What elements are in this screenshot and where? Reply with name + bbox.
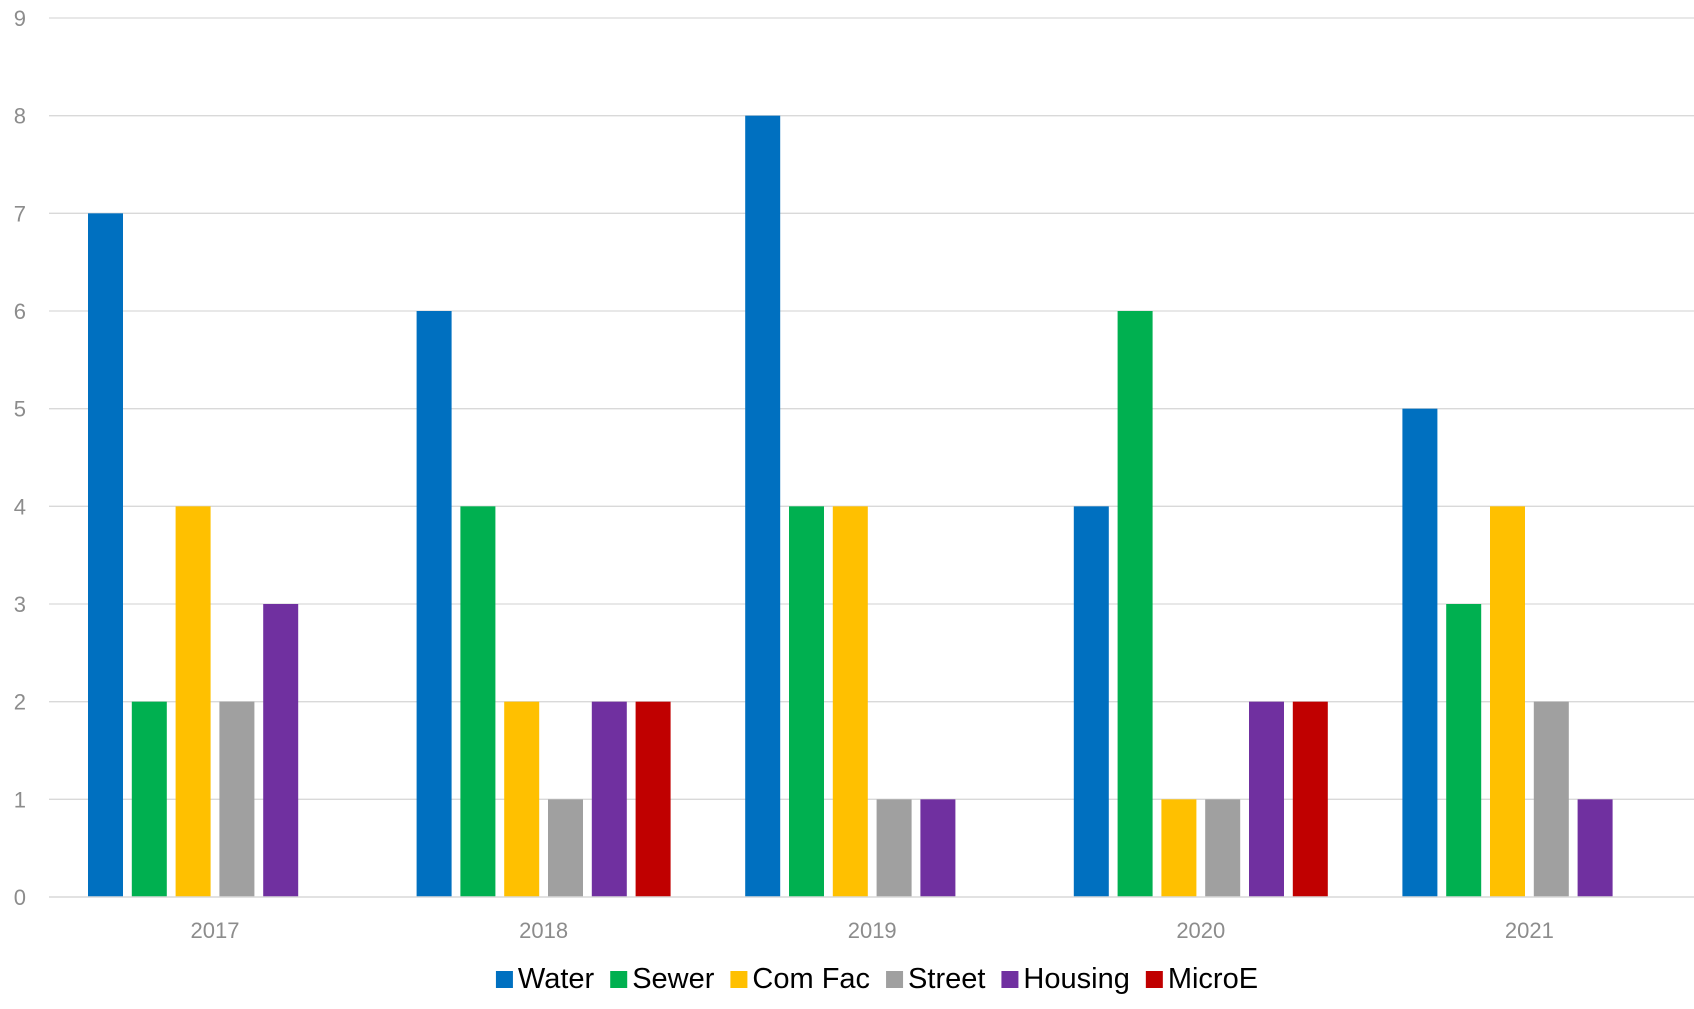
bar-sewer-2020 <box>1117 311 1153 897</box>
y-axis-ticks: 0 1 2 3 4 5 6 7 8 9 <box>14 6 26 910</box>
legend-swatch <box>1145 971 1163 988</box>
bar-housing-2018 <box>591 701 627 897</box>
legend-item-sewer: Sewer <box>610 963 715 995</box>
y-tick-label: 9 <box>14 6 26 31</box>
legend-swatch <box>730 971 748 988</box>
legend-item-water: Water <box>495 963 595 995</box>
bar-water-2021 <box>1402 408 1438 897</box>
legend-item-com-fac: Com Fac <box>730 963 870 995</box>
bar-housing-2020 <box>1249 701 1284 897</box>
legend-swatch <box>495 971 513 988</box>
x-tick-label: 2021 <box>1505 918 1554 943</box>
legend: Water Sewer Com Fac Street Housing MicroE <box>495 963 1258 995</box>
legend-label: Housing <box>1023 963 1129 995</box>
y-tick-label: 1 <box>14 787 26 812</box>
legend-label: Water <box>518 963 595 995</box>
bar-housing-2019 <box>920 799 956 897</box>
bar-com-fac-2019 <box>832 506 868 897</box>
legend-label: MicroE <box>1168 963 1258 995</box>
y-tick-label: 5 <box>14 397 26 422</box>
y-tick-label: 3 <box>14 592 26 617</box>
legend-label: Street <box>908 963 985 995</box>
bar-com-fac-2020 <box>1161 799 1197 897</box>
y-tick-label: 2 <box>14 690 26 715</box>
bar-water-2020 <box>1073 506 1109 897</box>
bar-street-2021 <box>1533 701 1569 897</box>
x-tick-label: 2017 <box>191 918 240 943</box>
legend-label: Sewer <box>632 963 715 995</box>
legend-item-housing: Housing <box>1001 963 1130 995</box>
bar-microe-2020 <box>1292 701 1328 897</box>
bar-sewer-2021 <box>1446 604 1482 897</box>
bar-street-2017 <box>219 701 255 897</box>
y-tick-label: 6 <box>14 299 26 324</box>
bar-housing-2021 <box>1577 799 1613 897</box>
bar-water-2019 <box>745 115 781 897</box>
y-tick-label: 0 <box>14 885 26 910</box>
bar-water-2018 <box>416 311 452 897</box>
bar-street-2020 <box>1205 799 1241 897</box>
x-axis-ticks: 2017 2018 2019 2020 2021 <box>191 918 1554 943</box>
legend-swatch <box>610 971 628 988</box>
bar-com-fac-2018 <box>504 701 540 897</box>
bar-sewer-2017 <box>131 701 167 897</box>
bar-sewer-2018 <box>460 506 496 897</box>
x-tick-label: 2018 <box>519 918 568 943</box>
bar-microe-2018 <box>635 701 671 897</box>
legend-item-microe: MicroE <box>1145 963 1258 995</box>
bar-water-2017 <box>88 213 123 898</box>
bar-com-fac-2017 <box>175 506 211 897</box>
bars <box>88 115 1613 898</box>
bar-housing-2017 <box>263 604 299 897</box>
y-tick-label: 7 <box>14 201 26 226</box>
legend-swatch <box>886 971 904 988</box>
y-tick-label: 8 <box>14 104 26 129</box>
legend-swatch <box>1001 971 1019 988</box>
bar-street-2019 <box>876 799 912 897</box>
legend-item-street: Street <box>886 963 985 995</box>
y-tick-label: 4 <box>14 494 26 519</box>
x-tick-label: 2019 <box>848 918 897 943</box>
bar-sewer-2019 <box>789 506 824 897</box>
x-tick-label: 2020 <box>1176 918 1225 943</box>
gridlines <box>49 17 1694 800</box>
bar-street-2018 <box>548 799 583 897</box>
legend-label: Com Fac <box>752 963 870 995</box>
bar-com-fac-2021 <box>1490 506 1525 897</box>
